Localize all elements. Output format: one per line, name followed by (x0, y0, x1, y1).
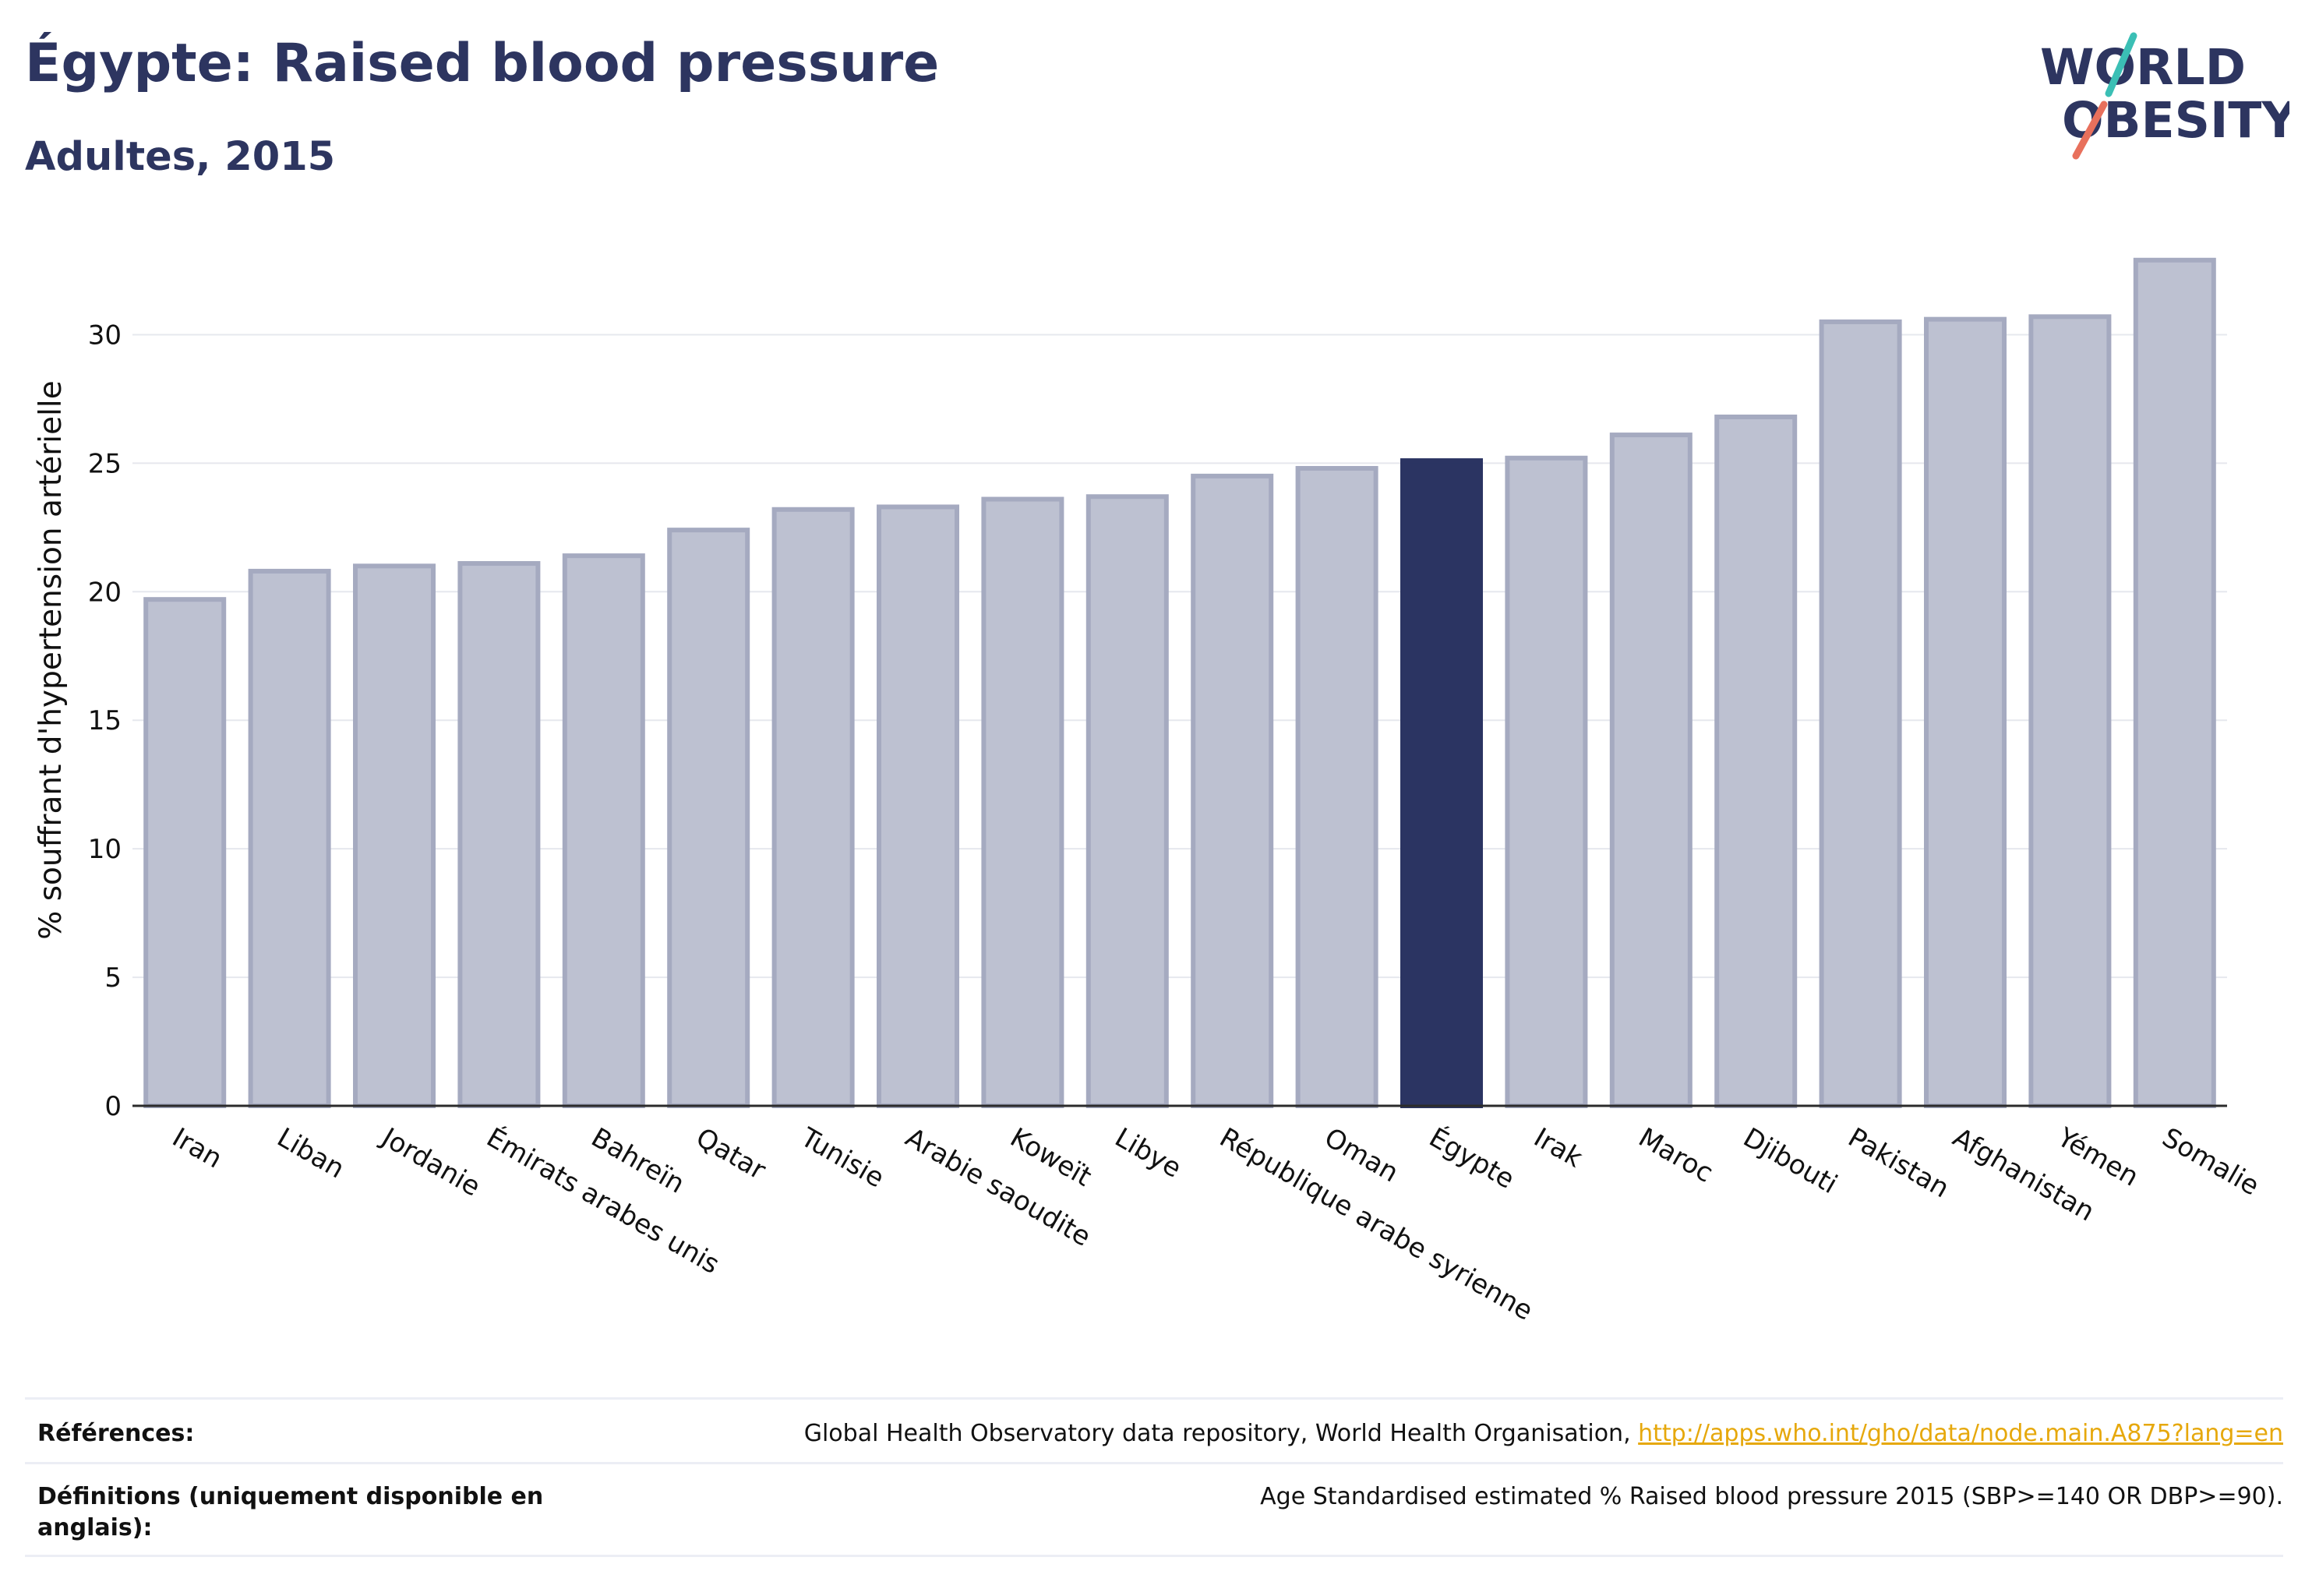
bar (143, 597, 227, 1108)
bar (1714, 415, 1798, 1108)
gridlines (132, 334, 2227, 979)
y-tick-label: 20 (88, 577, 122, 608)
references-link[interactable]: http://apps.who.int/gho/data/node.main.A… (1638, 1420, 2283, 1447)
x-tick-label: Iran (167, 1122, 227, 1175)
bar (667, 528, 750, 1108)
y-tick-label: 15 (88, 705, 122, 736)
references-text: Global Health Observatory data repositor… (803, 1420, 1639, 1447)
world-obesity-logo: WORLD OBESITY (2040, 22, 2298, 170)
bar (1609, 433, 1693, 1108)
footer: Références: Global Health Observatory da… (25, 1397, 2283, 1557)
bar (2028, 314, 2112, 1108)
bar (771, 507, 855, 1108)
bar (562, 553, 645, 1108)
y-tick-label: 0 (104, 1091, 122, 1122)
bar (1924, 316, 2007, 1108)
references-value: Global Health Observatory data repositor… (804, 1418, 2283, 1449)
bar (877, 504, 959, 1108)
x-tick-label: Irak (1529, 1122, 1588, 1174)
bar (2133, 257, 2216, 1109)
references-label: Références: (37, 1420, 195, 1447)
chart-title: Égypte: Raised blood pressure (25, 33, 940, 94)
bar (457, 561, 541, 1108)
x-tick-label: Arabie saoudite (900, 1122, 1096, 1253)
x-tick-label: Djibouti (1738, 1122, 1842, 1201)
y-tick-label: 25 (88, 448, 122, 479)
logo-slash-coral (2072, 101, 2108, 160)
y-axis-label: % souffrant d'hypertension artérielle (34, 380, 69, 940)
bar (1085, 494, 1169, 1108)
bar (981, 496, 1064, 1108)
bar (248, 568, 331, 1108)
references-row: Références: Global Health Observatory da… (25, 1397, 2283, 1462)
x-tick-label: Maroc (1633, 1122, 1718, 1189)
y-tick-label: 30 (88, 320, 122, 351)
bars (143, 257, 2216, 1109)
x-tick-label: Pakistan (1843, 1122, 1954, 1205)
x-tick-label: Égypte (1424, 1121, 1520, 1195)
y-tick-label: 5 (104, 962, 122, 994)
chart-subtitle: Adultes, 2015 (25, 134, 336, 180)
bar (1505, 455, 1588, 1108)
x-tick-label: Somalie (2157, 1122, 2264, 1202)
y-tick-label: 10 (88, 834, 122, 865)
bar (1191, 473, 1274, 1108)
logo-line2: OBESITY (2062, 92, 2289, 149)
logo-slash-teal (2105, 32, 2137, 97)
x-tick-label: Jordanie (375, 1121, 485, 1203)
definitions-label: Définitions (uniquement disponible en an… (37, 1483, 544, 1541)
definitions-value: Age Standardised estimated % Raised bloo… (1260, 1483, 2283, 1510)
x-tick-label: Libye (1110, 1122, 1187, 1185)
bar (1295, 465, 1378, 1108)
x-tick-label: Qatar (690, 1122, 771, 1187)
y-axis-ticks: 0 5 10 15 20 25 30 (88, 320, 122, 1122)
bar (353, 563, 436, 1108)
logo-line1: WORLD (2040, 39, 2246, 96)
bar (1819, 319, 1902, 1109)
x-tick-label: Tunisie (795, 1121, 890, 1194)
definitions-row: Définitions (uniquement disponible en an… (25, 1462, 2283, 1557)
x-tick-label: Oman (1319, 1122, 1404, 1189)
x-tick-label: Liban (272, 1122, 350, 1185)
bar (1400, 458, 1483, 1108)
